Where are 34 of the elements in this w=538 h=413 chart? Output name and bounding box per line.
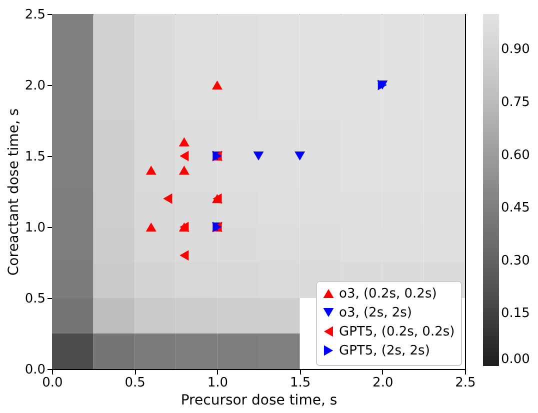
color-bar-label: 0.15 bbox=[501, 306, 530, 322]
y-tick-label: 0.5 bbox=[24, 292, 46, 306]
point bbox=[180, 250, 189, 261]
color-bar-label: 0.45 bbox=[501, 200, 530, 216]
y-tick-label: 0.0 bbox=[24, 362, 46, 378]
x-tick-label: 1.5 bbox=[290, 376, 311, 390]
point bbox=[180, 150, 189, 162]
color-bar-label: 0.00 bbox=[501, 352, 530, 367]
point bbox=[163, 193, 172, 204]
color-bar-label: 0.75 bbox=[501, 95, 530, 110]
point bbox=[212, 80, 222, 90]
point bbox=[253, 151, 264, 161]
x-tick-label: 0.0 bbox=[42, 376, 63, 390]
legend-label: o3, (0.2s, 0.2s) bbox=[339, 286, 437, 302]
y-axis-title: Coreactant dose time, s bbox=[6, 108, 22, 276]
legend-label: GPT5, (2s, 2s) bbox=[339, 344, 430, 358]
point bbox=[294, 151, 306, 161]
y-tick-label: 1.0 bbox=[24, 220, 46, 236]
point bbox=[178, 137, 190, 146]
legend-label: o3, (2s, 2s) bbox=[339, 306, 412, 320]
x-tick-label: 0.5 bbox=[124, 376, 146, 390]
point bbox=[146, 222, 156, 232]
point bbox=[178, 166, 190, 175]
x-tick-label: 2.0 bbox=[372, 376, 394, 390]
x-tick-label: 2.5 bbox=[455, 376, 476, 390]
x-axis-title: Precursor dose time, s bbox=[180, 392, 338, 408]
color-bar-label: 0.30 bbox=[501, 253, 530, 268]
x-tick-label: 1.0 bbox=[207, 376, 228, 390]
y-tick-label: 1.5 bbox=[24, 150, 46, 164]
y-tick-label: 2.5 bbox=[24, 8, 46, 22]
legend-label: GPT5, (0.2s, 0.2s) bbox=[339, 324, 455, 340]
color-bar-label: 0.60 bbox=[501, 148, 530, 163]
color-bar-label: 0.90 bbox=[501, 42, 530, 58]
y-tick-label: 2.0 bbox=[24, 78, 46, 94]
